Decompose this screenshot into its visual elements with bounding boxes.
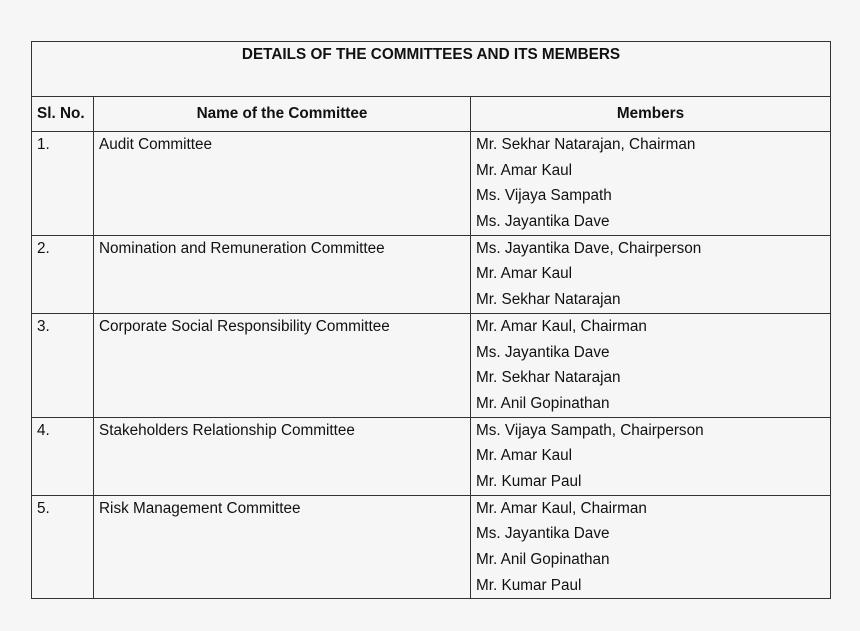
members-cell: Mr. Amar Kaul, Chairman Ms. Jayantika Dav… [469, 494, 832, 600]
serial-number-text: 3. [37, 317, 50, 335]
committees-table: DETAILS OF THE COMMITTEES AND ITS MEMBER… [30, 41, 832, 600]
committee-name: Stakeholders Relationship Committee [93, 416, 471, 496]
member-name: Ms. Vijaya Sampath, Chairperson [476, 421, 704, 439]
committee-name-text: Audit Committee [99, 136, 213, 153]
header-members: Members [469, 96, 832, 132]
committee-name-text: Corporate Social Responsibility Committe… [99, 317, 390, 335]
member-name: Ms. Jayantika Dave [476, 213, 610, 231]
table-row: 2. Nomination and Remuneration Committee M… [31, 234, 832, 314]
committee-name: Risk Management Committee [93, 494, 471, 600]
serial-number: 4. [31, 416, 94, 496]
member-name: Mr. Kumar Paul [476, 472, 582, 490]
member-name: Mr. Kumar Paul [476, 576, 582, 594]
committee-name-text: Nomination and Remuneration Committee [99, 239, 385, 257]
table-title: DETAILS OF THE COMMITTEES AND ITS MEMBER… [30, 41, 832, 97]
member-name: Ms. Vijaya Sampath [476, 187, 612, 205]
serial-number-text: 2. [37, 239, 50, 257]
header-sl-no: Sl. No. [31, 96, 94, 132]
serial-number: 2. [31, 234, 94, 314]
serial-number-text: 4. [37, 421, 50, 439]
table-row: 5. Risk Management Committee Mr. Amar Kaul… [31, 494, 832, 600]
serial-number: 3. [31, 312, 94, 418]
committee-name-text: Risk Management Committee [99, 499, 301, 517]
members-cell: Mr. Amar Kaul, Chairman Ms. Jayantika Dav… [469, 312, 832, 418]
member-name: Mr. Sekhar Natarajan, Chairman [476, 136, 696, 153]
serial-number: 5. [31, 494, 94, 600]
committee-name-text: Stakeholders Relationship Committee [99, 421, 355, 439]
serial-number: 1. [31, 131, 94, 236]
table-row: 4. Stakeholders Relationship Committee Ms.… [31, 416, 832, 496]
serial-number-text: 1. [37, 136, 50, 153]
members-cell: Ms. Vijaya Sampath, Chairperson Mr. Amar … [469, 416, 832, 496]
committee-name: Corporate Social Responsibility Committe… [93, 312, 471, 418]
table-row: 1. Audit Committee Mr. Sekhar Natarajan, C… [31, 131, 832, 236]
member-name: Ms. Jayantika Dave, Chairperson [476, 239, 702, 257]
member-name: Mr. Sekhar Natarajan [476, 291, 621, 309]
member-name: Mr. Anil Gopinathan [476, 551, 610, 568]
member-name: Mr. Amar Kaul [476, 161, 573, 179]
member-name: Mr. Anil Gopinathan [476, 394, 610, 412]
committee-name: Nomination and Remuneration Committee [93, 234, 471, 314]
member-name: Ms. Jayantika Dave [476, 525, 610, 543]
member-name: Mr. Amar Kaul, Chairman [476, 499, 647, 517]
serial-number-text: 5. [37, 499, 50, 517]
member-name: Mr. Amar Kaul [476, 447, 573, 465]
member-name: Mr. Amar Kaul [476, 265, 573, 283]
member-name: Ms. Jayantika Dave [476, 343, 610, 361]
header-committee-name: Name of the Committee [93, 96, 471, 132]
committee-name: Audit Committee [93, 131, 471, 236]
table-body: 1. Audit Committee Mr. Sekhar Natarajan, C… [31, 131, 832, 600]
member-name: Mr. Amar Kaul, Chairman [476, 317, 647, 335]
table-row: 3. Corporate Social Responsibility Commit… [31, 312, 832, 418]
members-cell: Ms. Jayantika Dave, Chairperson Mr. Amar … [469, 234, 832, 314]
member-name: Mr. Sekhar Natarajan [476, 369, 621, 387]
members-cell: Mr. Sekhar Natarajan, Chairman Mr. Amar K… [469, 131, 832, 236]
